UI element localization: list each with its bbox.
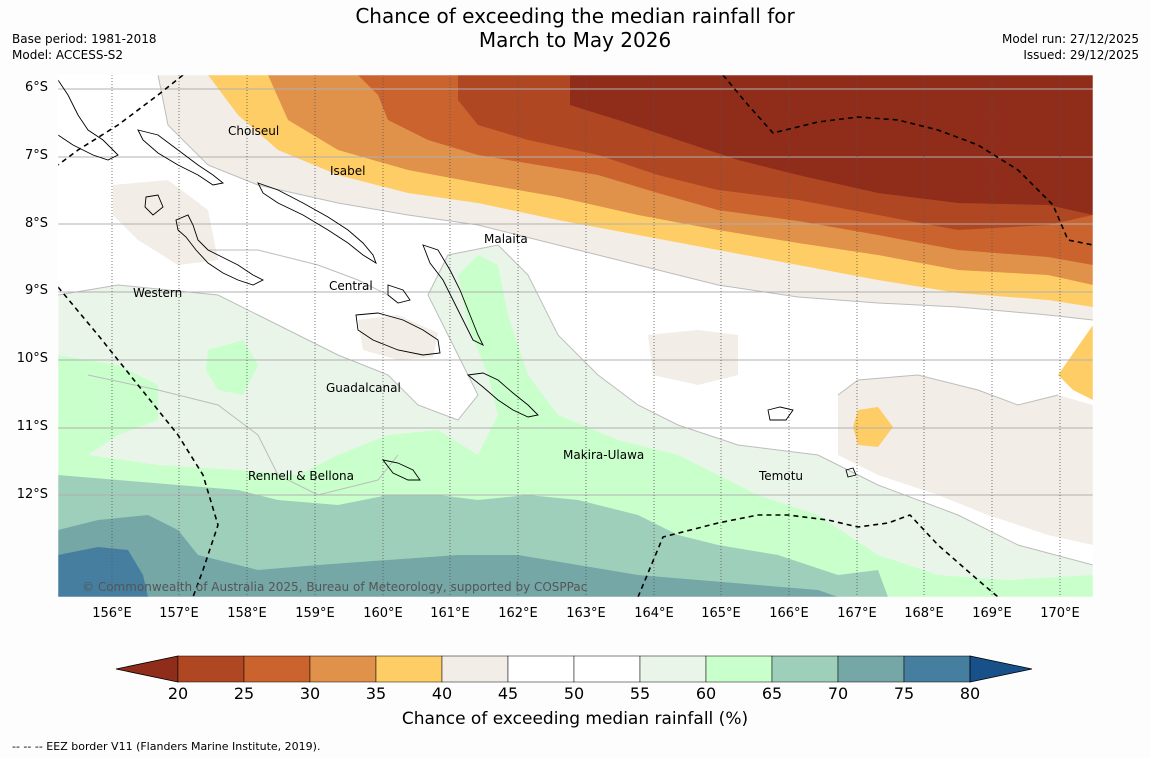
vella-lavella-coast — [144, 194, 164, 216]
title-line2: March to May 2026 — [478, 28, 672, 52]
lon-label: 170°E — [1040, 606, 1080, 621]
contour-east-orange-spot — [853, 407, 893, 447]
vanikoro-coast — [845, 467, 857, 478]
lon-label: 158°E — [227, 606, 267, 621]
eez-border — [58, 75, 1093, 597]
colorbar-tick-label: 70 — [827, 684, 849, 703]
colorbar-tick-label: 80 — [959, 684, 981, 703]
colorbar-extend-low — [115, 655, 179, 683]
model-name: Model: ACCESS-S2 — [12, 48, 124, 62]
meta-left: Base period: 1981-2018 Model: ACCESS-S2 — [12, 31, 157, 63]
lon-label: 159°E — [295, 606, 335, 621]
base-period: Base period: 1981-2018 — [12, 32, 157, 46]
colorbar-tick-label: 65 — [761, 684, 783, 703]
contour-65-70-west — [206, 340, 258, 395]
colorbar-cell — [243, 655, 311, 683]
region-label-rennell-bellona: Rennell & Bellona — [248, 469, 355, 483]
lat-label: 7°S — [24, 148, 48, 163]
colorbar-cell — [177, 655, 245, 683]
region-label-western: Western — [133, 286, 183, 300]
lon-label: 165°E — [701, 606, 741, 621]
colorbar-cell — [705, 655, 773, 683]
lat-label: 9°S — [24, 283, 48, 298]
rainfall-map — [58, 75, 1093, 597]
colorbar-tick-label: 40 — [431, 684, 453, 703]
new-georgia-coast — [175, 214, 265, 286]
region-label-malaita: Malaita — [484, 232, 528, 246]
colorbar-tick-label: 35 — [365, 684, 387, 703]
colorbar-cell — [639, 655, 707, 683]
colorbar-cell — [837, 655, 905, 683]
title-line1: Chance of exceeding the median rainfall … — [355, 4, 795, 28]
region-label-isabel: Isabel — [330, 164, 366, 178]
meta-right: Model run: 27/12/2025 Issued: 29/12/2025 — [1002, 31, 1139, 63]
model-run: Model run: 27/12/2025 — [1001, 32, 1139, 46]
contour-east-40-45 — [838, 375, 1093, 545]
contour-central-beige — [648, 330, 738, 385]
contour-guadal-beige — [358, 315, 438, 360]
makira-coast — [466, 372, 539, 418]
lat-gridlines — [58, 88, 1093, 496]
rennell-coast — [381, 459, 421, 481]
colorbar-title: Chance of exceeding median rainfall (%) — [401, 709, 749, 729]
lon-label: 160°E — [363, 606, 403, 621]
colorbar-cell — [441, 655, 509, 683]
lon-gridlines — [111, 75, 1061, 597]
issued-date: Issued: 29/12/2025 — [1023, 48, 1139, 62]
contour-east-35-40 — [1058, 325, 1093, 400]
contour-65-70 — [58, 475, 888, 597]
colorbar-cell — [903, 655, 971, 683]
colorbar-tick-label: 20 — [167, 684, 189, 703]
contour-below-20 — [570, 75, 1093, 215]
colorbar-tick-label: 55 — [629, 684, 651, 703]
lon-label: 166°E — [769, 606, 809, 621]
region-label-choiseul: Choiseul — [228, 124, 280, 138]
colorbar-tick-label: 60 — [695, 684, 717, 703]
lat-label: 12°S — [16, 487, 48, 502]
colorbar-tick-label: 45 — [497, 684, 519, 703]
region-label-temotu: Temotu — [759, 469, 804, 483]
colorbar-extend-high — [969, 655, 1033, 683]
guadalcanal-coast — [355, 312, 441, 356]
colorbar-tick-label: 25 — [233, 684, 255, 703]
isabel-coast — [257, 182, 377, 265]
contour-70-75 — [58, 515, 838, 597]
santa-cruz-coast — [767, 406, 794, 421]
colorbar-tick-label: 75 — [893, 684, 915, 703]
lon-label: 168°E — [904, 606, 944, 621]
region-label-makira-ulawa: Makira-Ulawa — [563, 448, 645, 462]
region-label-central: Central — [329, 279, 373, 293]
colorbar-cell — [309, 655, 377, 683]
contour-75-80 — [58, 547, 148, 597]
lon-label: 167°E — [837, 606, 877, 621]
lon-label: 169°E — [972, 606, 1012, 621]
map-title: Chance of exceeding the median rainfall … — [0, 4, 1150, 52]
lat-label: 11°S — [16, 419, 48, 434]
coastlines — [58, 79, 857, 481]
lon-label: 156°E — [92, 606, 132, 621]
lon-label: 164°E — [634, 606, 674, 621]
choiseul-coast — [137, 129, 225, 186]
colorbar-tick-label: 30 — [299, 684, 321, 703]
contour-lines — [58, 75, 1093, 566]
lon-label: 161°E — [430, 606, 470, 621]
bougainville-coast — [58, 79, 119, 161]
lat-label: 8°S — [24, 216, 48, 231]
copyright-text: © Commonwealth of Australia 2025, Bureau… — [82, 580, 588, 594]
colorbar-cell — [771, 655, 839, 683]
colorbar-cell — [375, 655, 443, 683]
lon-label: 162°E — [498, 606, 538, 621]
colorbar-cell — [573, 655, 641, 683]
lat-label: 10°S — [16, 351, 48, 366]
colorbar-tick-label: 50 — [563, 684, 585, 703]
lon-label: 163°E — [566, 606, 606, 621]
florida-islands-coast — [387, 284, 411, 304]
lat-label: 6°S — [24, 80, 48, 95]
malaita-coast — [422, 244, 485, 347]
eez-footnote: -- -- -- EEZ border V11 (Flanders Marine… — [12, 740, 321, 753]
region-label-guadalcanal: Guadalcanal — [326, 381, 401, 395]
colorbar-cell — [507, 655, 575, 683]
lon-label: 157°E — [159, 606, 199, 621]
